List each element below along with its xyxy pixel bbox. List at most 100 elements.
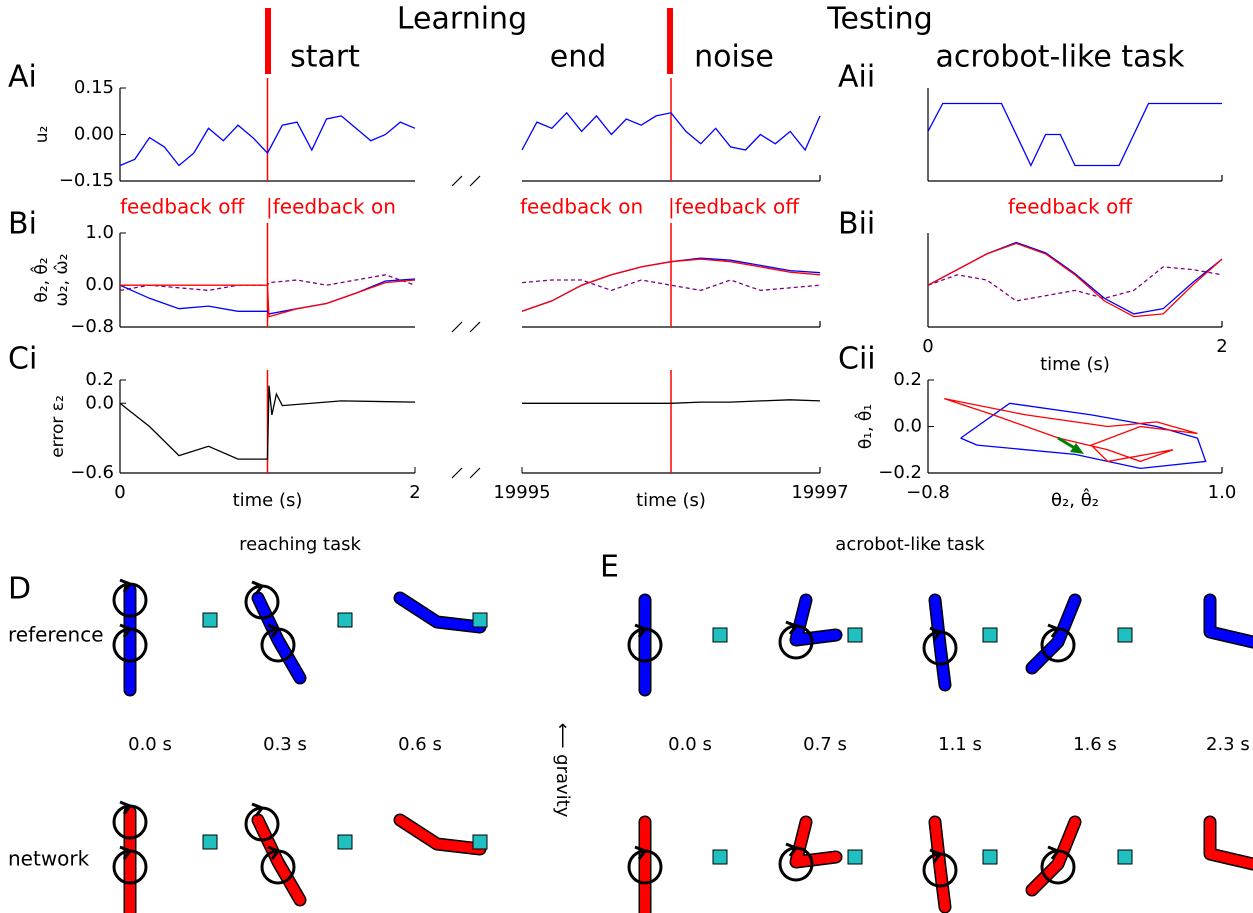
time-label: 2.3 s — [1206, 734, 1250, 755]
y-axis-label: error ε₂ — [48, 395, 68, 458]
target — [847, 627, 863, 643]
torque-arrow — [251, 580, 265, 595]
time-label: 1.1 s — [938, 734, 982, 755]
heading: Testing — [826, 2, 932, 37]
torque-arrow — [1047, 623, 1061, 638]
arm — [930, 595, 950, 690]
phase: acrobot-like task — [935, 40, 1185, 75]
row-label: reference — [8, 623, 104, 647]
y-tick-label: 0.15 — [74, 77, 114, 98]
feedback-label: feedback on — [520, 195, 643, 219]
arm — [791, 595, 841, 645]
series-line — [119, 274, 416, 292]
arm — [791, 817, 841, 867]
target — [1117, 627, 1133, 643]
panel-label: Ai — [8, 60, 37, 95]
y-tick-label: 0.0 — [85, 392, 114, 413]
torque-arrow — [785, 620, 799, 635]
arm — [395, 593, 485, 632]
torque-arrow — [634, 845, 648, 860]
phase: start — [290, 40, 360, 75]
y-tick-label: −0.2 — [878, 462, 922, 483]
feedback-label: |feedback off — [668, 195, 800, 219]
time-label: 0.0 s — [668, 734, 712, 755]
torque-arrow — [1047, 845, 1061, 860]
x-tick-label: 2 — [409, 482, 420, 503]
y-tick-label: 0.2 — [893, 369, 922, 390]
torque-arrow — [251, 802, 265, 817]
series-line — [521, 111, 821, 152]
series-line — [119, 385, 416, 460]
panel-label: Ci — [8, 342, 37, 377]
x-axis-label: θ₂, θ̂₂ — [1051, 488, 1099, 511]
subtitle: acrobot-like task — [835, 534, 985, 555]
torque-arrow — [929, 848, 943, 863]
feedback-label: feedback off — [1008, 195, 1133, 219]
target — [337, 834, 353, 850]
phase-bar — [667, 8, 673, 74]
arm — [1027, 595, 1080, 673]
target — [712, 849, 728, 865]
series-line — [119, 115, 416, 167]
target — [847, 849, 863, 865]
torque-arrow — [119, 845, 133, 860]
panel-label: D — [8, 572, 31, 607]
x-axis-label: time (s) — [233, 490, 303, 511]
panel-label: Aii — [838, 60, 875, 95]
panel-label: Cii — [838, 342, 876, 377]
y-axis-label: u₂ — [32, 126, 52, 144]
y-tick-label: 0.0 — [893, 416, 922, 437]
y-tick-label: 0.0 — [85, 274, 114, 295]
series-line — [927, 102, 1222, 168]
x-tick-label: −0.8 — [906, 482, 950, 503]
axis-break — [451, 175, 481, 187]
torque-arrow — [785, 842, 799, 857]
arm — [1205, 817, 1253, 869]
feedback-labels: feedback off |feedback on feedback on |f… — [120, 195, 1133, 219]
target — [202, 834, 218, 850]
series-line — [521, 279, 821, 292]
arm — [253, 593, 305, 683]
arm — [1027, 817, 1080, 895]
target — [712, 627, 728, 643]
time-label: 1.6 s — [1073, 734, 1117, 755]
y-tick-label: −0.8 — [70, 316, 114, 337]
series-line — [944, 397, 1198, 463]
row-label: network — [8, 847, 90, 871]
y-tick-label: 0.2 — [85, 369, 114, 390]
series-line — [522, 399, 821, 404]
y-tick-label: −0.6 — [70, 462, 114, 483]
time-label: 0.6 s — [398, 734, 442, 755]
arm-diagrams — [112, 578, 1253, 913]
y-axis-label: ω₂, ω̂₂ — [52, 254, 72, 307]
target — [202, 612, 218, 628]
x-axis-label: time (s) — [636, 490, 706, 511]
series-line — [927, 242, 1223, 318]
target — [982, 849, 998, 865]
x-axis-label: time (s) — [1040, 354, 1110, 375]
arm — [930, 817, 950, 912]
target — [472, 834, 488, 850]
x-tick-label: 0 — [922, 336, 933, 357]
torque-arrow — [119, 800, 133, 815]
feedback-label: |feedback on — [266, 195, 396, 219]
arm — [253, 815, 305, 905]
feedback-label: feedback off — [120, 195, 245, 219]
x-tick-label: 19997 — [791, 482, 848, 503]
direction-arrow-head — [1070, 443, 1084, 454]
heading: Learning — [397, 2, 527, 37]
target — [472, 612, 488, 628]
phase-bar — [265, 8, 271, 74]
panel-label: Bii — [838, 207, 875, 242]
time-label: 0.7 s — [803, 734, 847, 755]
y-tick-label: 1.0 — [85, 222, 114, 243]
target — [982, 627, 998, 643]
panel-label: Bi — [8, 207, 37, 242]
subtitle: reaching task — [239, 534, 361, 555]
target — [1117, 849, 1133, 865]
time-label: 0.3 s — [263, 734, 307, 755]
torque-arrow — [267, 845, 281, 860]
torque-arrow — [267, 623, 281, 638]
torque-arrow — [119, 623, 133, 638]
